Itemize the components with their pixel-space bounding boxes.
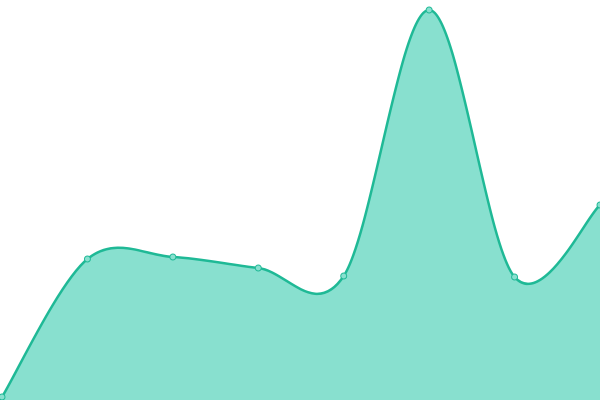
point bbox=[0, 393, 6, 400]
point bbox=[169, 253, 177, 261]
point bbox=[511, 273, 519, 281]
point bbox=[254, 264, 262, 272]
point bbox=[83, 255, 91, 263]
point bbox=[425, 6, 433, 14]
point bbox=[596, 201, 600, 209]
area-fill bbox=[2, 9, 600, 400]
point bbox=[340, 272, 348, 280]
